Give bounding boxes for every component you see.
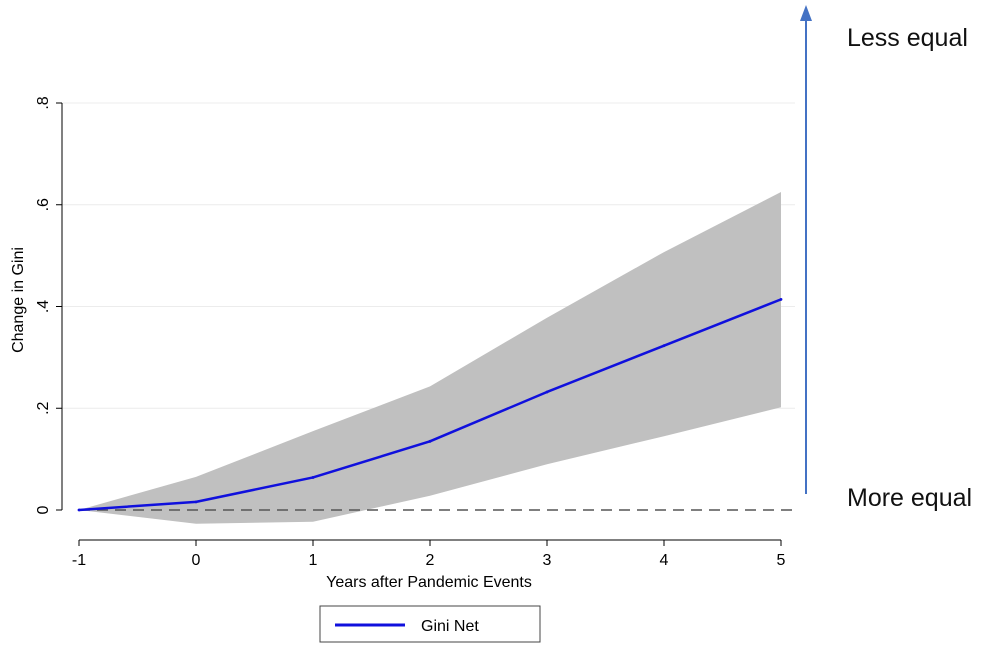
- axis-layer: 0 .2 .4 .6 .8 -1 0 1 2 3 4 5: [35, 96, 786, 569]
- x-tick-label-3: 2: [426, 552, 435, 569]
- x-tick-label-6: 5: [777, 552, 786, 569]
- confidence-band: [79, 192, 781, 524]
- series-point-0-0: [77, 508, 81, 512]
- x-tick-label-0: -1: [72, 552, 86, 569]
- y-axis-title: Change in Gini: [10, 247, 27, 353]
- direction-annotation: Less equal More equal: [800, 5, 972, 512]
- legend-label-gini-net: Gini Net: [421, 618, 479, 635]
- series-point-0-5: [662, 344, 666, 348]
- y-tick-label-4: .8: [35, 96, 52, 109]
- series-point-0-2: [311, 476, 315, 479]
- series-point-0-3: [428, 439, 432, 443]
- series-point-0-1: [194, 500, 198, 504]
- x-axis-title: Years after Pandemic Events: [326, 574, 532, 591]
- arrow-up-icon: [800, 5, 812, 21]
- band-layer: [79, 192, 781, 524]
- x-tick-label-4: 3: [543, 552, 552, 569]
- x-tick-label-2: 1: [309, 552, 318, 569]
- y-tick-label-2: .4: [35, 300, 52, 313]
- series-point-0-4: [545, 390, 549, 394]
- annotation-more-equal: More equal: [847, 484, 972, 512]
- series-point-0-6: [779, 297, 783, 301]
- y-tick-label-3: .6: [35, 198, 52, 211]
- series-layer: [77, 297, 783, 512]
- annotation-less-equal: Less equal: [847, 24, 968, 52]
- x-tick-label-5: 4: [660, 552, 669, 569]
- y-tick-label-1: .2: [35, 401, 52, 414]
- legend: Gini Net: [319, 605, 541, 643]
- x-tick-label-1: 0: [192, 552, 201, 569]
- y-tick-label-0: 0: [35, 505, 52, 514]
